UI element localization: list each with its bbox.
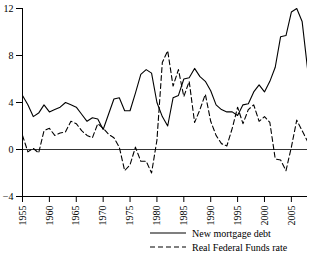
svg-text:1995: 1995: [232, 206, 243, 226]
svg-text:−4: −4: [3, 191, 14, 202]
svg-text:0: 0: [9, 144, 14, 155]
svg-text:2005: 2005: [286, 206, 297, 226]
svg-text:12: 12: [4, 3, 14, 14]
svg-text:2000: 2000: [259, 206, 270, 226]
svg-text:1975: 1975: [124, 206, 135, 226]
svg-text:1980: 1980: [151, 206, 162, 226]
svg-text:4: 4: [9, 97, 14, 108]
svg-text:1965: 1965: [70, 206, 81, 226]
svg-text:1970: 1970: [97, 206, 108, 226]
svg-text:1990: 1990: [205, 206, 216, 226]
svg-text:1985: 1985: [178, 206, 189, 226]
html-text:New mortgage debt: New mortgage debt: [192, 227, 271, 239]
svg-text:1955: 1955: [17, 206, 28, 226]
html-text:Real Federal Funds rate: Real Federal Funds rate: [192, 241, 288, 253]
svg-text:1960: 1960: [44, 206, 55, 226]
svg-text:8: 8: [9, 50, 14, 61]
